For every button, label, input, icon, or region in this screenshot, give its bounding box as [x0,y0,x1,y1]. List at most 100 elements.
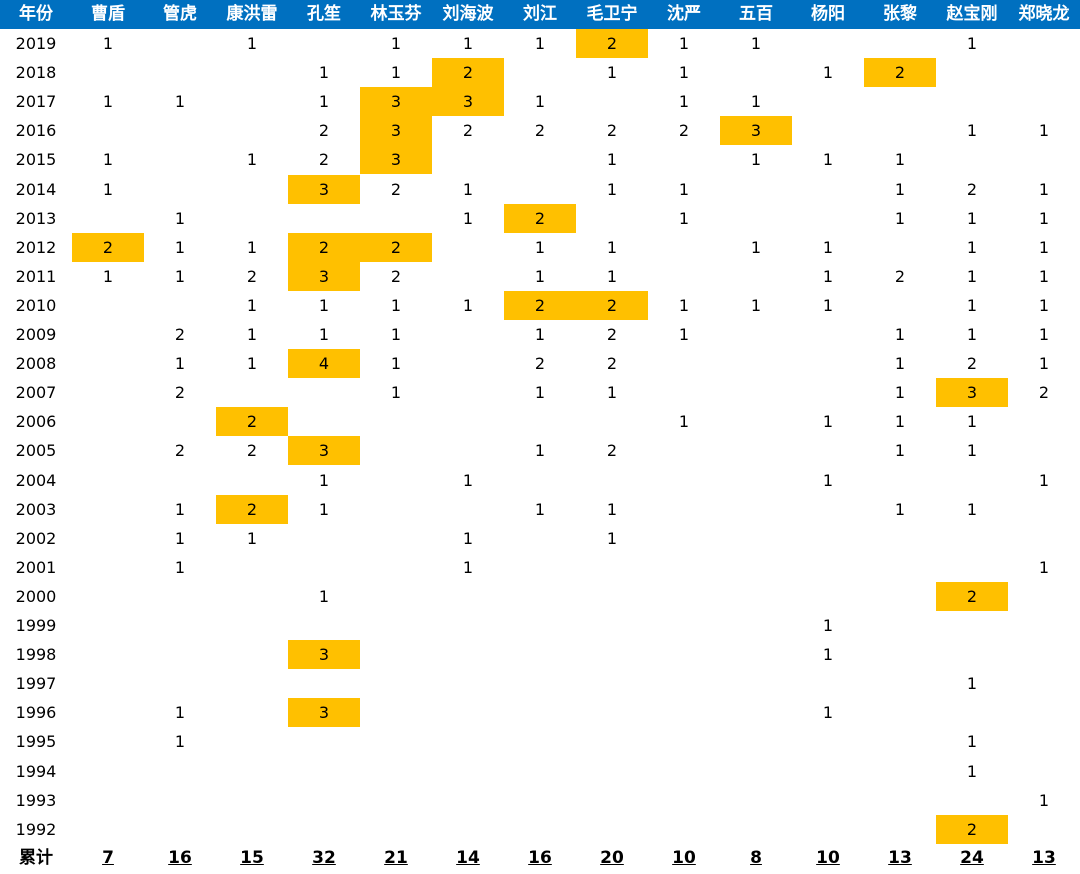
table-cell: 1 [1038,209,1050,228]
table-cell: 1 [894,180,906,199]
table-cell: 2 [72,233,144,262]
table-cell [792,815,864,844]
table-cell: 1 [174,92,186,111]
year-cell: 2013 [15,209,57,228]
table-cell: 1 [678,92,690,111]
table-cell [144,611,216,640]
table-cell [360,466,432,495]
table-cell [576,757,648,786]
table-cell [288,727,360,756]
table-cell: 1 [534,500,546,519]
table-cell [216,553,288,582]
table-cell [576,815,648,844]
table-cell [72,116,144,145]
table-cell [864,757,936,786]
table-cell: 1 [174,209,186,228]
year-cell: 1996 [15,703,57,722]
table-cell [1008,495,1080,524]
table-cell: 1 [678,209,690,228]
header-name: 刘海波 [442,4,494,24]
table-cell: 2 [606,441,618,460]
table-cell [576,786,648,815]
table-cell [72,611,144,640]
table-cell: 2 [174,383,186,402]
table-cell [216,582,288,611]
table-cell [144,175,216,204]
table-cell [1008,640,1080,669]
table-cell [576,727,648,756]
table-cell: 1 [750,34,762,53]
table-cell [360,524,432,553]
table-cell [432,815,504,844]
year-cell: 1995 [15,732,57,751]
table-cell [648,611,720,640]
table-cell [360,757,432,786]
total-value: 21 [384,848,408,868]
year-cell: 1998 [15,645,57,664]
table-cell [648,466,720,495]
header-name: 杨阳 [811,4,845,24]
table-cell [576,407,648,436]
table-cell: 1 [102,34,114,53]
table-cell: 1 [894,412,906,431]
table-cell [504,727,576,756]
total-value: 13 [888,848,912,868]
table-cell: 2 [864,58,936,87]
table-cell [360,611,432,640]
table-cell [216,466,288,495]
table-cell: 1 [894,383,906,402]
total-value: 20 [600,848,624,868]
table-cell: 1 [966,412,978,431]
total-cell: 24 [936,843,1008,873]
table-cell [648,582,720,611]
table-cell: 2 [318,121,330,140]
table-cell [576,204,648,233]
table-cell [792,349,864,378]
table-cell [72,524,144,553]
table-cell [864,815,936,844]
table-cell: 1 [750,238,762,257]
table-cell [432,669,504,698]
table-cell: 2 [678,121,690,140]
total-value: 14 [456,848,480,868]
table-cell [1008,815,1080,844]
totals-label: 累计 [19,848,53,868]
table-cell: 2 [534,121,546,140]
year-cell: 2009 [15,325,57,344]
table-cell: 1 [966,34,978,53]
table-cell [288,669,360,698]
table-cell: 1 [678,34,690,53]
total-value: 16 [168,848,192,868]
table-cell [720,553,792,582]
table-cell: 1 [390,34,402,53]
table-cell: 2 [936,815,1008,844]
table-cell [72,582,144,611]
table-cell [576,582,648,611]
table-cell [144,466,216,495]
total-cell: 10 [648,843,720,873]
table-cell [792,378,864,407]
table-cell [432,582,504,611]
table-cell: 1 [1038,471,1050,490]
year-cell: 2000 [15,587,57,606]
table-cell [72,757,144,786]
table-cell [504,553,576,582]
table-cell [72,58,144,87]
table-cell: 1 [174,732,186,751]
table-cell [648,640,720,669]
total-cell: 16 [144,843,216,873]
year-cell: 2001 [15,558,57,577]
table-cell: 1 [462,209,474,228]
table-cell [648,436,720,465]
table-cell [648,669,720,698]
table-cell [288,757,360,786]
table-cell [1008,29,1080,58]
table-cell [360,553,432,582]
table-cell: 1 [390,325,402,344]
table-cell: 1 [678,180,690,199]
table-cell: 1 [750,150,762,169]
table-cell: 1 [822,645,834,664]
table-cell [72,669,144,698]
table-cell [864,786,936,815]
table-cell [648,815,720,844]
